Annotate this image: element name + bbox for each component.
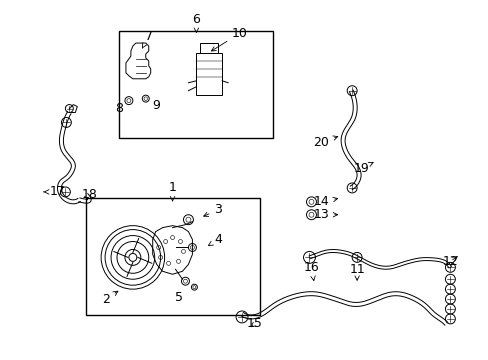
Bar <box>196 53 222 95</box>
Text: 3: 3 <box>203 203 222 216</box>
Text: 9: 9 <box>151 99 159 112</box>
Text: 12: 12 <box>442 255 457 268</box>
Text: 5: 5 <box>174 291 182 303</box>
Text: 14: 14 <box>313 195 337 208</box>
Text: 16: 16 <box>303 261 319 280</box>
Text: 6: 6 <box>192 13 200 32</box>
Bar <box>119 31 272 138</box>
Text: 13: 13 <box>313 208 337 221</box>
Text: 7: 7 <box>142 30 152 48</box>
Text: 2: 2 <box>102 291 118 306</box>
Text: 17: 17 <box>44 185 65 198</box>
Text: 18: 18 <box>81 188 97 201</box>
Bar <box>86 198 259 315</box>
Text: 15: 15 <box>246 318 263 330</box>
Text: 1: 1 <box>168 181 176 201</box>
Text: 19: 19 <box>352 162 372 175</box>
Text: 10: 10 <box>211 27 247 51</box>
Text: 8: 8 <box>115 102 122 115</box>
Text: 11: 11 <box>348 263 364 280</box>
Text: 20: 20 <box>313 136 337 149</box>
Text: 4: 4 <box>208 233 222 246</box>
Bar <box>200 43 218 53</box>
